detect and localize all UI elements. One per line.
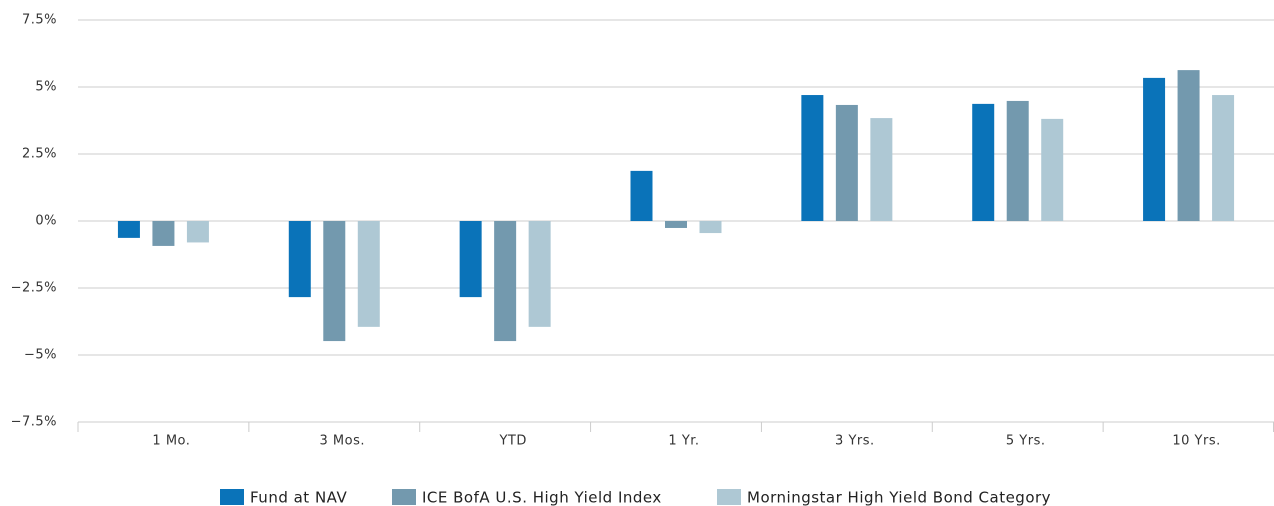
bar xyxy=(288,221,311,298)
bar xyxy=(528,221,551,327)
bar xyxy=(459,221,482,298)
y-tick-label: 0% xyxy=(35,214,57,229)
legend: Fund at NAV ICE BofA U.S. High Yield Inde… xyxy=(220,489,1051,506)
bar xyxy=(117,221,140,238)
bar xyxy=(972,103,995,221)
x-tick-label: 1 Yr. xyxy=(668,434,699,449)
x-tick-label: 1 Mo. xyxy=(152,434,190,449)
y-tick-label: 7.5% xyxy=(22,13,57,28)
legend-label: ICE BofA U.S. High Yield Index xyxy=(422,489,662,506)
bar xyxy=(870,118,893,221)
legend-swatch xyxy=(392,489,416,505)
bar xyxy=(665,221,687,228)
bar xyxy=(1177,70,1200,221)
x-tick-label: 3 Yrs. xyxy=(835,434,875,449)
x-tick-label: 10 Yrs. xyxy=(1172,434,1220,449)
bar xyxy=(699,221,722,234)
bar xyxy=(357,221,380,327)
x-tick-label: YTD xyxy=(498,434,526,449)
legend-label: Fund at NAV xyxy=(250,489,347,506)
legend-swatch xyxy=(717,489,741,505)
y-tick-label: 2.5% xyxy=(22,147,57,162)
bar xyxy=(186,221,209,243)
x-tick-label: 5 Yrs. xyxy=(1006,434,1046,449)
bar xyxy=(1212,95,1235,221)
bar xyxy=(323,221,346,342)
bar xyxy=(494,221,517,342)
x-tick-label: 3 Mos. xyxy=(320,434,365,449)
bar xyxy=(835,104,858,221)
y-tick-label: −2.5% xyxy=(11,281,57,296)
bar xyxy=(152,221,175,246)
bar xyxy=(801,95,824,221)
bar xyxy=(1006,100,1029,221)
legend-swatch xyxy=(220,489,244,505)
y-tick-label: 5% xyxy=(35,80,57,95)
bar xyxy=(630,170,653,221)
y-tick-label: −5% xyxy=(24,348,57,363)
bar xyxy=(1041,118,1064,221)
y-tick-label: −7.5% xyxy=(11,415,57,430)
legend-label: Morningstar High Yield Bond Category xyxy=(747,489,1051,506)
bar xyxy=(1143,77,1166,221)
